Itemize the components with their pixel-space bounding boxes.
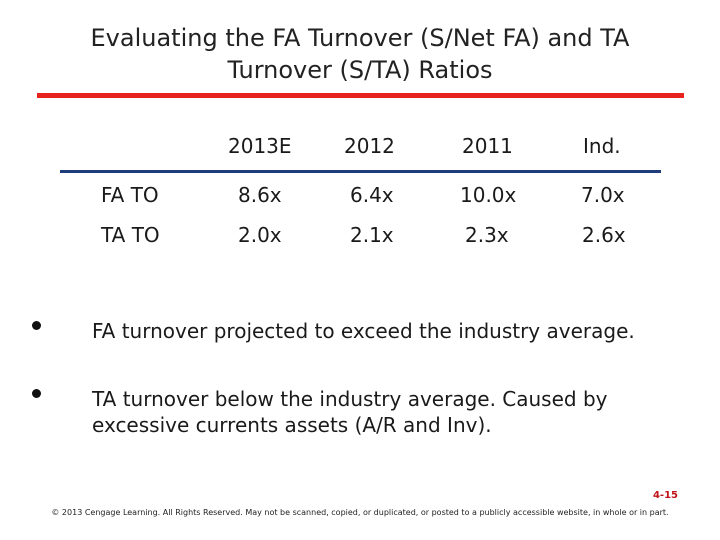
column-header-2011: 2011 xyxy=(462,134,513,158)
ta-to-industry-value: 2.6x xyxy=(582,223,626,247)
page-number: 4-15 xyxy=(652,490,678,501)
fa-to-2012-value: 6.4x xyxy=(350,183,394,207)
bullet-ta-turnover: TA turnover below the industry average. … xyxy=(92,387,608,437)
title-underline xyxy=(37,93,684,98)
row-label-ta-to: TA TO xyxy=(101,223,160,247)
fa-to-2011-value: 10.0x xyxy=(460,183,517,207)
table-header-rule xyxy=(60,170,661,173)
ta-to-2011-value: 2.3x xyxy=(465,223,509,247)
row-label-fa-to: FA TO xyxy=(101,183,159,207)
column-header-industry: Ind. xyxy=(583,134,621,158)
ta-to-2012-value: 2.1x xyxy=(350,223,394,247)
fa-to-industry-value: 7.0x xyxy=(581,183,625,207)
fa-to-2013e-value: 8.6x xyxy=(238,183,282,207)
slide-title: Evaluating the FA Turnover (S/Net FA) an… xyxy=(90,24,630,84)
bullet-fa-turnover: FA turnover projected to exceed the indu… xyxy=(92,319,635,343)
ta-to-2013e-value: 2.0x xyxy=(238,223,282,247)
bullet-icon xyxy=(32,321,41,330)
column-header-2013e: 2013E xyxy=(228,134,292,158)
copyright-notice: © 2013 Cengage Learning. All Rights Rese… xyxy=(51,508,669,517)
column-header-2012: 2012 xyxy=(344,134,395,158)
bullet-icon xyxy=(32,389,41,398)
